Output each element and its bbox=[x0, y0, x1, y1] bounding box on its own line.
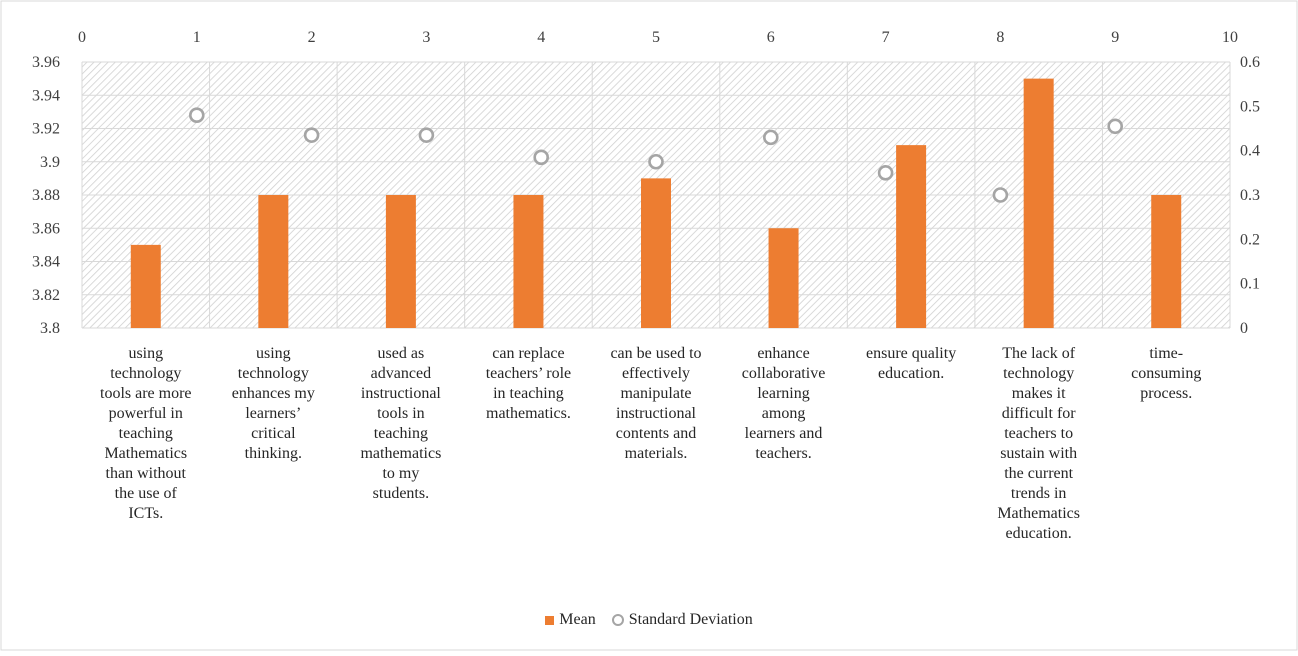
sd-point bbox=[303, 127, 320, 143]
mean-bar bbox=[258, 195, 289, 328]
x-top-tick-label: 1 bbox=[193, 29, 201, 46]
mean-bar bbox=[1023, 78, 1054, 328]
sd-point bbox=[992, 187, 1009, 203]
sd-point bbox=[762, 129, 779, 146]
legend-item-mean: Mean bbox=[545, 611, 596, 629]
legend-marker-sd bbox=[611, 614, 624, 626]
x-top-tick-label: 3 bbox=[422, 29, 430, 46]
mean-bar bbox=[513, 195, 544, 328]
x-category-label: The lack of technology makes it difficult f… bbox=[997, 345, 1080, 542]
x-top-tick-label: 5 bbox=[652, 29, 660, 46]
x-top-tick-label: 10 bbox=[1222, 29, 1238, 46]
legend-item-sd: Standard Deviation bbox=[611, 611, 753, 629]
x-top-tick-label: 4 bbox=[537, 29, 545, 46]
x-category-label: can be used to effectively manipulate instr… bbox=[610, 345, 702, 462]
x-top-tick-label: 2 bbox=[308, 29, 316, 46]
x-category-label: using technology enhances my learners’ criti… bbox=[231, 345, 315, 462]
sd-point bbox=[418, 127, 435, 143]
legend-swatch-mean bbox=[545, 615, 555, 625]
y-right-tick-label: 0.3 bbox=[1240, 187, 1260, 204]
x-category-label: using technology tools are more powerful in… bbox=[100, 345, 192, 522]
x-category-label: time-consuming process. bbox=[1131, 345, 1202, 402]
x-top-tick-label: 8 bbox=[996, 29, 1004, 46]
y-left-tick-label: 3.94 bbox=[32, 87, 60, 104]
y-right-tick-label: 0.6 bbox=[1240, 54, 1260, 71]
x-category-label: used as advanced instructional tools in teac… bbox=[360, 345, 442, 502]
x-category-label: ensure quality education. bbox=[866, 345, 957, 382]
sd-point bbox=[648, 153, 664, 170]
mean-bar bbox=[130, 244, 161, 328]
y-right-tick-label: 0 bbox=[1240, 320, 1248, 337]
sd-point bbox=[189, 107, 205, 123]
sd-point bbox=[533, 149, 550, 166]
x-top-tick-label: 7 bbox=[882, 29, 890, 46]
y-right-tick-label: 0.4 bbox=[1240, 143, 1260, 160]
sd-point bbox=[1107, 118, 1123, 135]
legend: Mean Standard Deviation bbox=[0, 611, 1298, 629]
sd-point bbox=[877, 165, 894, 181]
y-left-tick-label: 3.92 bbox=[32, 121, 60, 138]
mean-bar bbox=[768, 228, 799, 328]
axis-ticks: 3.8 3.82 3.84 3.86 3.88 3.9 3.92 3.94 3.96 0 0.1 0.… bbox=[32, 29, 1260, 337]
mean-bar bbox=[896, 145, 927, 328]
y-left-tick-label: 3.82 bbox=[32, 287, 60, 304]
y-right-tick-label: 0.2 bbox=[1240, 231, 1260, 248]
legend-label-mean: Mean bbox=[559, 611, 596, 628]
y-left-tick-label: 3.86 bbox=[32, 220, 60, 237]
y-left-tick-label: 3.96 bbox=[32, 54, 60, 71]
mean-bars bbox=[130, 78, 1182, 328]
y-right-tick-label: 0.1 bbox=[1240, 276, 1260, 293]
y-right-tick-label: 0.5 bbox=[1240, 98, 1260, 115]
y-left-tick-label: 3.84 bbox=[32, 254, 60, 271]
sd-points bbox=[189, 107, 1123, 203]
x-top-tick-label: 6 bbox=[767, 29, 775, 46]
x-top-tick-label: 0 bbox=[78, 29, 86, 46]
x-category-label: can replace teachers’ role in teaching math… bbox=[485, 345, 572, 422]
y-left-tick-label: 3.88 bbox=[32, 187, 60, 204]
y-left-tick-label: 3.8 bbox=[40, 320, 60, 337]
x-top-tick-label: 9 bbox=[1111, 29, 1119, 46]
mean-bar bbox=[641, 178, 671, 328]
x-category-label: enhance collaborative learning among learner… bbox=[741, 345, 826, 462]
y-left-tick-label: 3.9 bbox=[40, 154, 60, 171]
mean-bar bbox=[1151, 195, 1182, 328]
mean-bar bbox=[385, 195, 416, 328]
legend-label-sd: Standard Deviation bbox=[628, 611, 753, 628]
